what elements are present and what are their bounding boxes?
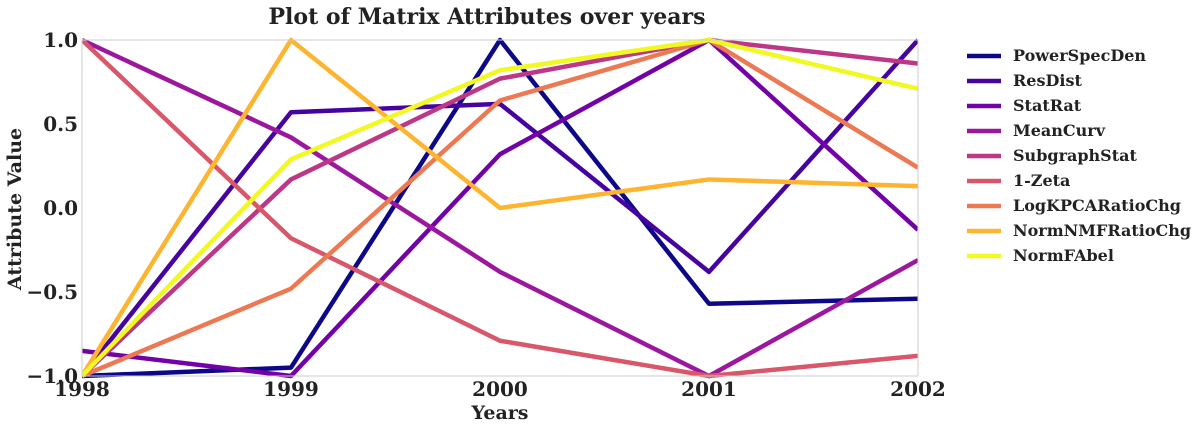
legend-label: 1-Zeta	[1013, 171, 1070, 190]
legend-item: PowerSpecDen	[967, 46, 1146, 65]
x-tick-label: 2001	[681, 377, 737, 401]
legend-label: NormNMFRatioChg	[1013, 221, 1191, 240]
legend-item: StatRat	[967, 96, 1082, 115]
x-tick-label: 2002	[890, 377, 946, 401]
legend-label: ResDist	[1013, 71, 1082, 90]
series-line-normfabel	[82, 37, 918, 378]
y-tick-label: −1.0	[26, 364, 78, 388]
legend-item: SubgraphStat	[967, 146, 1137, 165]
series-line-logkpcaratiochg	[82, 37, 918, 379]
tick-layer: 1998 1999 2000 2001 2002 −1.0 −0.5 0.0 0.5 1.0	[26, 28, 945, 401]
legend: PowerSpecDen ResDist StatRat MeanCurv Subgra…	[967, 46, 1191, 265]
legend-label: PowerSpecDen	[1013, 46, 1146, 65]
x-tick-label: 2000	[472, 377, 528, 401]
y-tick-label: 0.0	[43, 196, 78, 220]
legend-label: MeanCurv	[1013, 121, 1106, 140]
y-tick-label: 1.0	[43, 28, 78, 52]
series-line-subgraphstat	[82, 37, 918, 378]
series-line-resdist	[82, 38, 918, 378]
chart-title: Plot of Matrix Attributes over years	[269, 4, 706, 30]
series-layer	[82, 37, 918, 379]
legend-label: StatRat	[1013, 96, 1082, 115]
legend-item: MeanCurv	[967, 121, 1106, 140]
legend-label: LogKPCARatioChg	[1013, 196, 1181, 215]
legend-item: LogKPCARatioChg	[967, 196, 1181, 215]
series-line-1-zeta	[82, 38, 918, 379]
x-tick-label: 1998	[54, 377, 110, 401]
series-line-normnmfratiochg	[82, 37, 918, 378]
y-tick-label: −0.5	[26, 280, 78, 304]
legend-item: 1-Zeta	[967, 171, 1070, 190]
x-tick-label: 1999	[263, 377, 319, 401]
legend-label: SubgraphStat	[1013, 146, 1137, 165]
series-line-meancurv	[82, 37, 918, 379]
y-axis-label: Attribute Value	[4, 128, 26, 291]
legend-label: NormFAbel	[1013, 246, 1114, 265]
legend-item: NormNMFRatioChg	[967, 221, 1191, 240]
legend-item: NormFAbel	[967, 246, 1114, 265]
y-tick-label: 0.5	[43, 112, 78, 136]
x-axis-label: Years	[470, 402, 528, 424]
legend-item: ResDist	[967, 71, 1082, 90]
plot-frame	[81, 39, 919, 377]
series-line-statrat	[82, 37, 918, 379]
